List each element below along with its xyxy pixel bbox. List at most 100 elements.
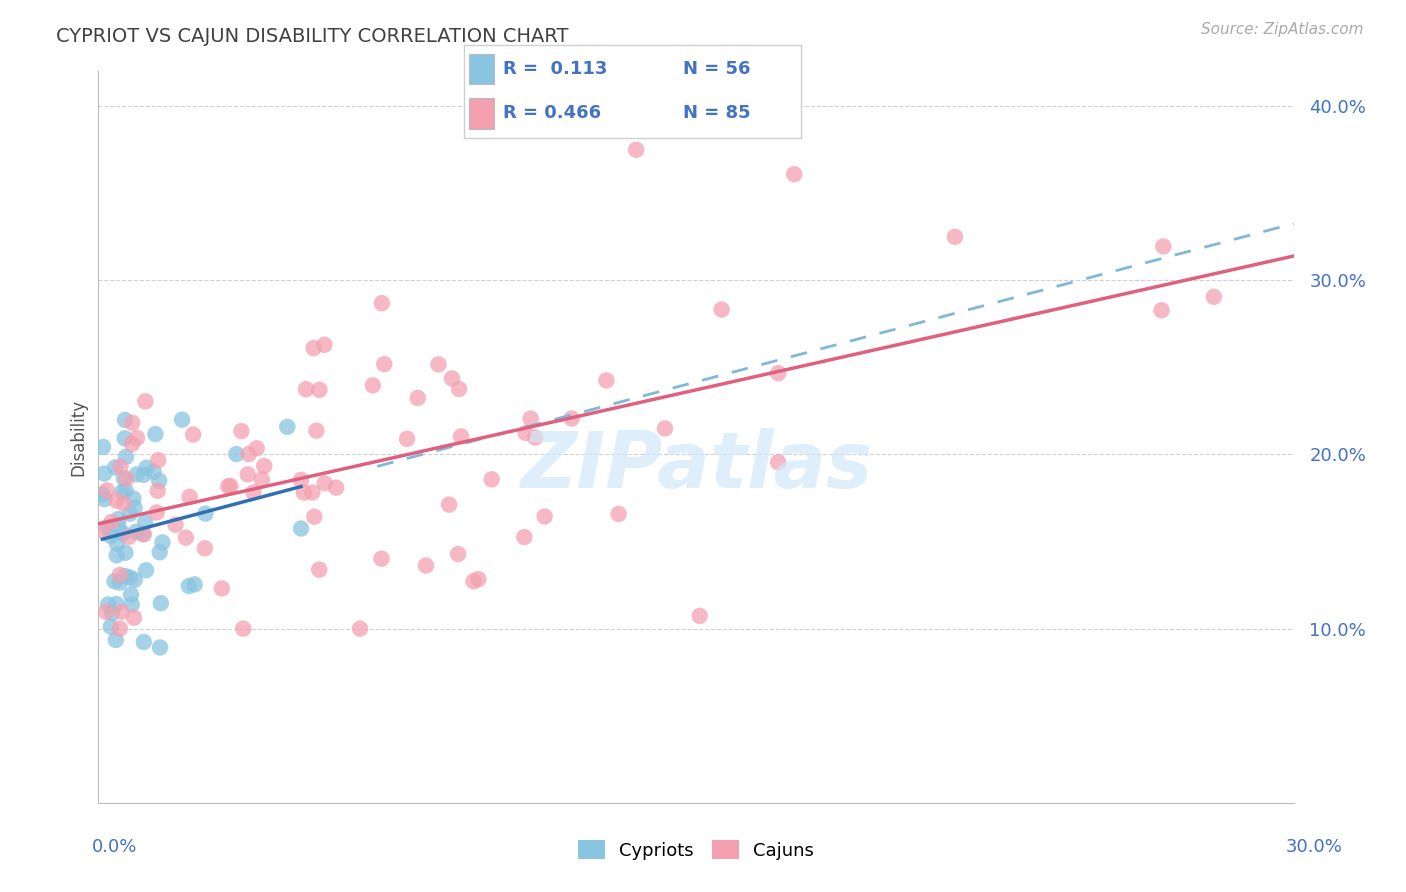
Point — [145, 506, 167, 520]
Point — [1150, 303, 1173, 318]
Point — [105, 537, 128, 551]
Point — [146, 483, 169, 498]
Point — [308, 563, 330, 577]
Point — [124, 573, 146, 587]
Point — [441, 371, 464, 385]
FancyBboxPatch shape — [470, 54, 495, 85]
Point — [290, 522, 312, 536]
Point — [467, 572, 489, 586]
Point — [115, 450, 138, 464]
Point — [238, 447, 260, 461]
Point — [105, 597, 128, 611]
Point — [111, 484, 134, 499]
Point — [124, 500, 146, 515]
Point — [94, 605, 117, 619]
Point — [107, 519, 129, 533]
Point — [225, 447, 247, 461]
Point — [276, 420, 298, 434]
Point — [149, 596, 172, 610]
Point — [250, 472, 273, 486]
Point — [211, 582, 233, 596]
Point — [302, 341, 325, 355]
Point — [371, 296, 394, 310]
Point — [108, 622, 131, 636]
Point — [135, 460, 157, 475]
Point — [179, 490, 201, 504]
Point — [110, 459, 132, 474]
Point — [91, 487, 114, 501]
Point — [105, 549, 128, 563]
Point — [135, 563, 157, 577]
Point — [710, 302, 733, 317]
Point — [295, 382, 318, 396]
Point — [515, 425, 537, 440]
Point — [91, 524, 114, 538]
Point — [97, 598, 120, 612]
Point — [301, 485, 323, 500]
Point — [595, 373, 617, 387]
Point — [111, 526, 134, 541]
Legend: Cypriots, Cajuns: Cypriots, Cajuns — [571, 833, 821, 867]
Point — [122, 491, 145, 506]
Point — [766, 366, 789, 380]
Point — [122, 610, 145, 624]
Point — [108, 575, 131, 590]
Text: 0.0%: 0.0% — [91, 838, 136, 855]
Y-axis label: Disability: Disability — [69, 399, 87, 475]
Point — [314, 338, 336, 352]
Text: 30.0%: 30.0% — [1286, 838, 1343, 855]
Point — [97, 520, 120, 534]
Point — [406, 391, 429, 405]
Point — [172, 412, 194, 426]
Point — [304, 509, 326, 524]
Point — [246, 442, 269, 456]
Point — [513, 530, 536, 544]
Point — [219, 479, 242, 493]
Text: Source: ZipAtlas.com: Source: ZipAtlas.com — [1201, 22, 1364, 37]
Text: R = 0.466: R = 0.466 — [503, 104, 600, 122]
Point — [114, 546, 136, 560]
Point — [142, 465, 165, 479]
Point — [217, 479, 239, 493]
Point — [236, 467, 259, 482]
Point — [449, 382, 471, 396]
FancyBboxPatch shape — [470, 98, 495, 129]
Point — [766, 455, 789, 469]
Point — [125, 524, 148, 539]
Point — [121, 598, 143, 612]
Point — [93, 492, 115, 507]
Point — [118, 530, 141, 544]
Point — [114, 431, 136, 445]
Point — [132, 635, 155, 649]
Point — [114, 569, 136, 583]
Point — [121, 437, 143, 451]
Point — [1202, 290, 1225, 304]
Point — [231, 424, 253, 438]
Point — [242, 485, 264, 500]
Point — [308, 383, 330, 397]
Point — [148, 474, 170, 488]
Point — [149, 640, 172, 655]
Point — [1152, 239, 1174, 253]
Point — [253, 458, 276, 473]
Point — [100, 619, 122, 633]
Point — [349, 622, 371, 636]
Point — [112, 471, 135, 485]
Point — [100, 529, 122, 543]
Point — [132, 467, 155, 482]
Point — [181, 427, 204, 442]
Point — [626, 143, 648, 157]
Text: CYPRIOT VS CAJUN DISABILITY CORRELATION CHART: CYPRIOT VS CAJUN DISABILITY CORRELATION … — [56, 27, 569, 45]
Point — [519, 411, 541, 425]
Point — [450, 429, 472, 443]
Text: N = 85: N = 85 — [683, 104, 751, 122]
Point — [437, 498, 460, 512]
Point — [104, 632, 127, 647]
Point — [183, 577, 205, 591]
Text: ZIPatlas: ZIPatlas — [520, 428, 872, 504]
Point — [132, 527, 155, 541]
Point — [145, 427, 167, 442]
Point — [165, 517, 187, 532]
Point — [395, 432, 418, 446]
Point — [120, 588, 142, 602]
